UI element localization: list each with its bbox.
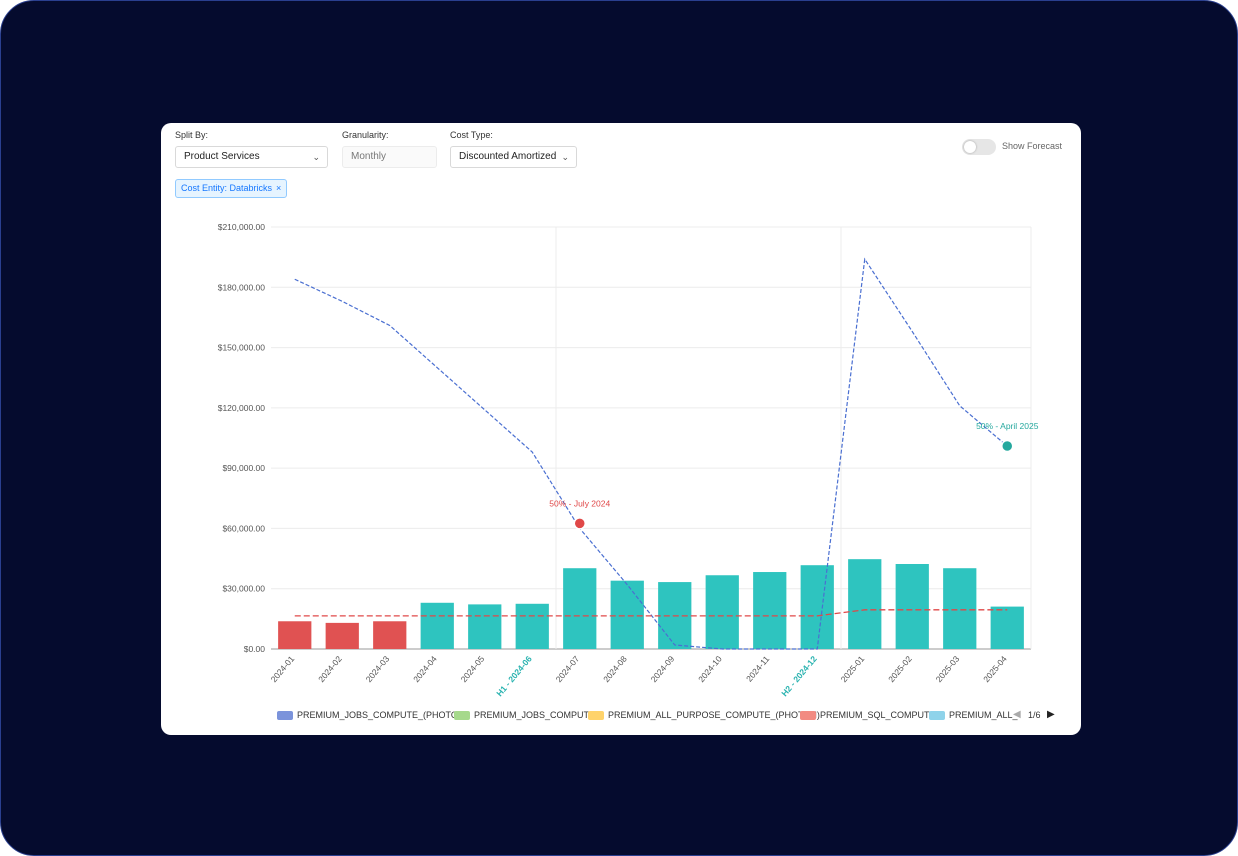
bar [705,575,739,649]
x-tick-label: 2024-03 [364,654,392,685]
cost-type-label: Cost Type: [450,130,493,140]
legend-label: PREMIUM_ALL_ [949,710,1018,720]
bar [515,603,549,649]
x-tick-label: 2025-03 [934,654,962,685]
split-by-select[interactable]: Product Services ⌄ [175,146,328,168]
cost-chart-card: Split By: Product Services ⌄ Granularity… [161,123,1081,735]
bar [848,559,882,649]
x-tick-label: H2 - 2024-12 [779,654,819,699]
y-tick-label: $0.00 [244,644,266,654]
average-line [294,609,1008,617]
legend-page-number: 1/6 [1028,710,1041,720]
y-tick-label: $30,000.00 [222,584,265,594]
legend-swatch [800,711,816,720]
bar [990,606,1024,649]
bar [895,563,929,649]
legend-label: PREMIUM_JOBS_COMPUTE [474,710,596,720]
bar [800,565,834,649]
bar [325,622,359,649]
bar [943,568,977,649]
x-tick-label: 2025-04 [981,654,1009,685]
bar [278,621,312,649]
legend-next-icon[interactable]: ▶ [1047,709,1055,720]
forecast-label: Show Forecast [1002,141,1063,151]
x-tick-label: 2024-09 [649,654,677,685]
filter-tag-label: Cost Entity: Databricks [181,183,273,193]
x-tick-label: 2024-05 [459,654,487,685]
legend-prev-icon[interactable]: ◀ [1013,709,1021,720]
chevron-down-icon: ⌄ [312,152,320,162]
filter-tag: Cost Entity: Databricks × [175,179,288,198]
y-tick-label: $210,000.00 [218,222,266,232]
x-tick-label: 2024-01 [269,654,297,685]
bar [420,602,454,649]
bar [610,580,644,649]
cumulative-line [294,257,1008,650]
legend-label: PREMIUM_JOBS_COMPUTE_(PHOTON) [297,710,468,720]
forecast-toggle[interactable] [962,139,996,155]
x-tick-label: 2024-10 [696,654,724,685]
x-tick-label: 2024-08 [601,654,629,685]
granularity-select[interactable]: Monthly [342,146,437,168]
x-tick-label: 2025-02 [886,654,914,685]
x-tick-label: H1 - 2024-06 [494,654,534,699]
y-tick-label: $150,000.00 [218,343,266,353]
bar [468,604,502,649]
x-tick-label: 2024-04 [411,654,439,685]
bar [373,621,407,649]
cost-type-value: Discounted Amortized [459,151,557,162]
x-tick-label: 2025-01 [839,654,867,685]
bar [563,568,597,649]
y-tick-label: $90,000.00 [222,463,265,473]
legend-swatch [454,711,470,720]
split-by-value: Product Services [184,151,260,162]
cost-type-select[interactable]: Discounted Amortized ⌄ [450,146,577,168]
y-tick-label: $180,000.00 [218,282,266,292]
granularity-label: Granularity: [342,130,389,140]
x-tick-label: 2024-11 [744,654,771,684]
legend-swatch [929,711,945,720]
y-tick-label: $120,000.00 [218,403,266,413]
legend-label: PREMIUM_SQL_COMPUTE [820,710,936,720]
cost-chart: $0.00 $30,000.00 $60,000.00 $90,000.00 $120,… [218,222,1039,699]
chart-legend: PREMIUM_JOBS_COMPUTE_(PHOTON) PREMIUM_JOB… [277,709,1077,723]
x-tick-label: 2024-02 [316,654,344,685]
legend-swatch [277,711,293,720]
chevron-down-icon: ⌄ [561,152,569,162]
milestone-marker [573,517,586,530]
milestone-marker [1001,439,1014,453]
granularity-value: Monthly [351,151,387,162]
close-icon[interactable]: × [276,183,282,193]
legend-swatch [588,711,604,720]
bar [753,572,787,649]
split-by-label: Split By: [175,130,209,140]
legend-label: PREMIUM_ALL_PURPOSE_COMPUTE_(PHOTON) [608,710,820,720]
toggle-knob [964,141,976,153]
x-tick-label: 2024-07 [554,654,582,685]
y-tick-label: $60,000.00 [222,523,265,533]
milestone-label: 50% - July 2024 [549,498,610,508]
milestone-label: 50% - April 2025 [976,421,1039,431]
